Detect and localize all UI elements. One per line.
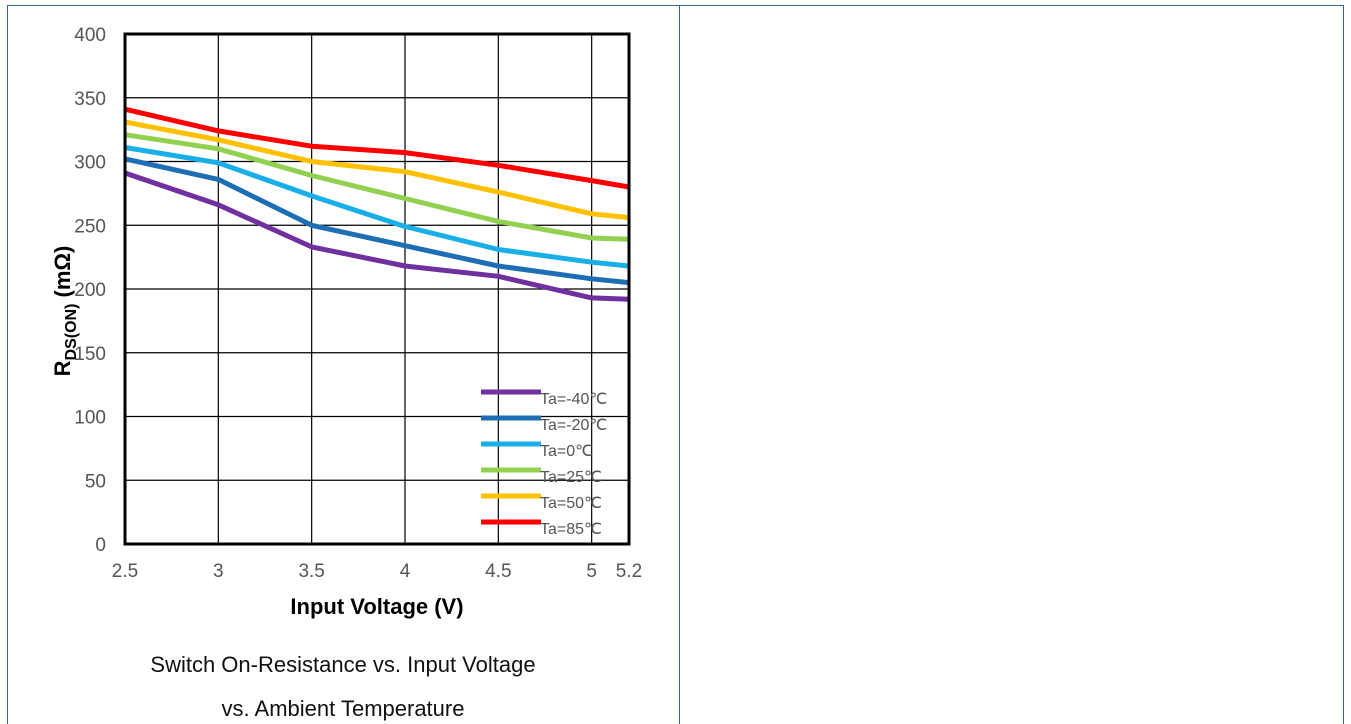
x-axis-label: Input Voltage (V): [290, 594, 463, 619]
x-tick-label: 2.5: [112, 561, 138, 582]
chart-series: [124, 106, 630, 302]
series-line-1: [124, 156, 630, 286]
chart-legend: Ta=-40℃ Ta=-20℃ Ta=0℃ Ta=25℃ Ta=50℃ Ta=85℃: [481, 389, 607, 538]
x-tick-label: 5: [586, 561, 597, 582]
y-axis-label: RDS(ON) (mΩ): [50, 246, 80, 377]
y-tick-label: 150: [74, 344, 106, 365]
y-tick-label: 50: [85, 471, 106, 492]
plot-area-border: [123, 32, 631, 546]
y-tick-label: 300: [74, 153, 106, 174]
x-tick-label: 3: [213, 561, 224, 582]
y-axis-label-unit: (mΩ): [50, 246, 75, 304]
legend-label-5: Ta=85℃: [540, 521, 602, 538]
x-tick-label: 3.5: [298, 561, 324, 582]
table-column-divider: [679, 5, 680, 724]
series-line-2: [124, 145, 630, 269]
series-line-3: [124, 132, 630, 242]
legend-label-0: Ta=-40℃: [540, 391, 607, 408]
legend-label-3: Ta=25℃: [540, 469, 602, 486]
y-tick-label: 0: [95, 535, 106, 556]
x-tick-label: 4: [400, 561, 411, 582]
y-tick-label: 350: [74, 89, 106, 110]
figure-caption-line-2: vs. Ambient Temperature: [221, 696, 465, 721]
series-line-5: [124, 106, 630, 190]
y-tick-label: 100: [74, 408, 106, 429]
y-tick-label: 400: [74, 25, 106, 46]
chart-ticks: 0 50 100 150 200 250 300 350 400 2.5 3 3.5 4 4.5 5 5.2: [74, 25, 642, 582]
legend-label-4: Ta=50℃: [540, 495, 602, 512]
series-line-4: [124, 119, 630, 221]
y-tick-label: 200: [74, 280, 106, 301]
legend-label-1: Ta=-20℃: [540, 417, 607, 434]
x-tick-label: 5.2: [616, 561, 642, 582]
table-frame: [7, 5, 1344, 724]
y-axis-label-sub: DS(ON): [63, 304, 80, 361]
legend-label-2: Ta=0℃: [540, 443, 593, 460]
y-axis-label-main: R: [50, 360, 75, 376]
series-line-0: [124, 170, 630, 302]
figure-caption-line-1: Switch On-Resistance vs. Input Voltage: [150, 652, 536, 677]
y-tick-label: 250: [74, 216, 106, 237]
x-tick-label: 4.5: [485, 561, 511, 582]
